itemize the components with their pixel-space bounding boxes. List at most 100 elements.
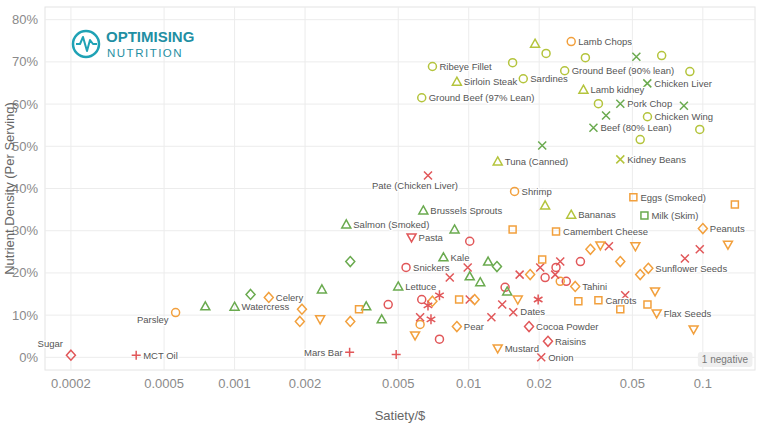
logo-wave: [76, 37, 97, 51]
point-label: Milk (Skim): [651, 210, 698, 221]
point: [424, 300, 433, 310]
tick-labels: 0%10%20%30%40%50%60%70%80%0.00020.00050.…: [12, 12, 712, 391]
point: [503, 287, 512, 295]
point: [392, 350, 401, 359]
point-label: Lamb kidney: [590, 84, 644, 95]
point: [450, 225, 459, 233]
point: [696, 245, 704, 253]
point: [346, 257, 355, 267]
point: [596, 242, 605, 250]
point-label: Salmon (Smoked): [353, 219, 429, 230]
point-label: Lamb Chops: [578, 36, 632, 47]
point: [356, 306, 363, 313]
point: [416, 320, 424, 328]
point: [652, 310, 661, 318]
point-label: Kale: [450, 252, 469, 263]
point-label: Ground Beef (90% lean): [572, 65, 674, 76]
point: [424, 171, 432, 179]
point: [641, 212, 648, 219]
point: [493, 345, 502, 353]
point-label: Beef (80% Lean): [600, 122, 671, 133]
point: [492, 262, 501, 272]
point-label: Sardines: [530, 73, 568, 84]
logo: OPTIMISINGNUTRITION: [73, 28, 194, 59]
point-label: MCT Oil: [143, 350, 178, 361]
point: [465, 272, 474, 280]
point: [602, 111, 610, 119]
point: [636, 270, 645, 280]
y-axis-title: Nutrient Density (Per Serving): [2, 102, 17, 275]
point: [586, 244, 595, 254]
point: [543, 336, 552, 346]
point: [452, 77, 461, 85]
point-labels: SnickersShrimpGround Beef (97% Lean)Ribe…: [38, 36, 745, 363]
point-label: Mustard: [505, 343, 539, 354]
point-label: Sunflower Seeds: [655, 263, 727, 274]
point-label: Eggs (Smoked): [640, 192, 705, 203]
point: [297, 304, 306, 314]
point: [631, 243, 640, 251]
point: [487, 313, 495, 321]
point: [66, 350, 75, 360]
point: [427, 314, 436, 324]
point: [132, 351, 141, 360]
point-label: Peanuts: [710, 223, 745, 234]
point-label: Parsley: [137, 314, 169, 325]
point-label: Bananas: [578, 209, 616, 220]
point-label: Pate (Chicken Liver): [372, 180, 458, 191]
point: [643, 79, 651, 87]
point: [542, 49, 550, 57]
point: [493, 157, 502, 165]
point: [509, 308, 517, 316]
point: [589, 124, 597, 132]
x-axis-title: Satiety/$: [375, 408, 426, 423]
y-tick-label: 80%: [12, 12, 38, 27]
point: [576, 258, 584, 266]
x-grid-line: [632, 7, 633, 370]
point: [402, 263, 410, 271]
point: [689, 326, 698, 334]
x-grid-line: [70, 7, 71, 370]
point: [616, 155, 624, 163]
point: [201, 302, 210, 310]
point-label: Snickers: [413, 262, 450, 273]
point: [418, 94, 426, 102]
point: [616, 257, 625, 267]
point-label: Dates: [520, 306, 545, 317]
point-label: Pear: [464, 321, 484, 332]
point: [553, 228, 560, 235]
point: [519, 75, 527, 83]
point: [539, 256, 546, 263]
annotation-background: [698, 352, 753, 367]
point-label: Mars Bar: [304, 347, 343, 358]
point: [556, 277, 564, 285]
x-tick-label: 0.005: [382, 376, 415, 391]
point: [617, 306, 624, 313]
point-label: Chicken Wing: [654, 111, 713, 122]
y-grid-line: [45, 61, 755, 62]
points: [66, 38, 738, 362]
point: [509, 59, 517, 67]
point-label: Ribeye Fillet: [439, 61, 492, 72]
point: [594, 100, 602, 108]
annotation-badge: 1 negative: [698, 352, 753, 367]
y-grid-line: [45, 146, 755, 147]
point: [317, 285, 326, 293]
point: [575, 298, 582, 305]
logo-text: OPTIMISING: [106, 28, 194, 45]
point: [345, 348, 354, 357]
point: [407, 234, 416, 242]
x-tick-label: 0.002: [289, 376, 322, 391]
point: [658, 52, 666, 60]
point: [616, 100, 624, 108]
point-label: Pork Chop: [627, 98, 672, 109]
point: [394, 282, 403, 290]
point: [567, 38, 575, 46]
point: [567, 210, 576, 218]
point: [698, 224, 707, 234]
point: [377, 315, 386, 323]
point: [731, 201, 738, 208]
x-grid-line: [305, 7, 306, 370]
point: [498, 301, 506, 309]
point: [464, 263, 472, 271]
